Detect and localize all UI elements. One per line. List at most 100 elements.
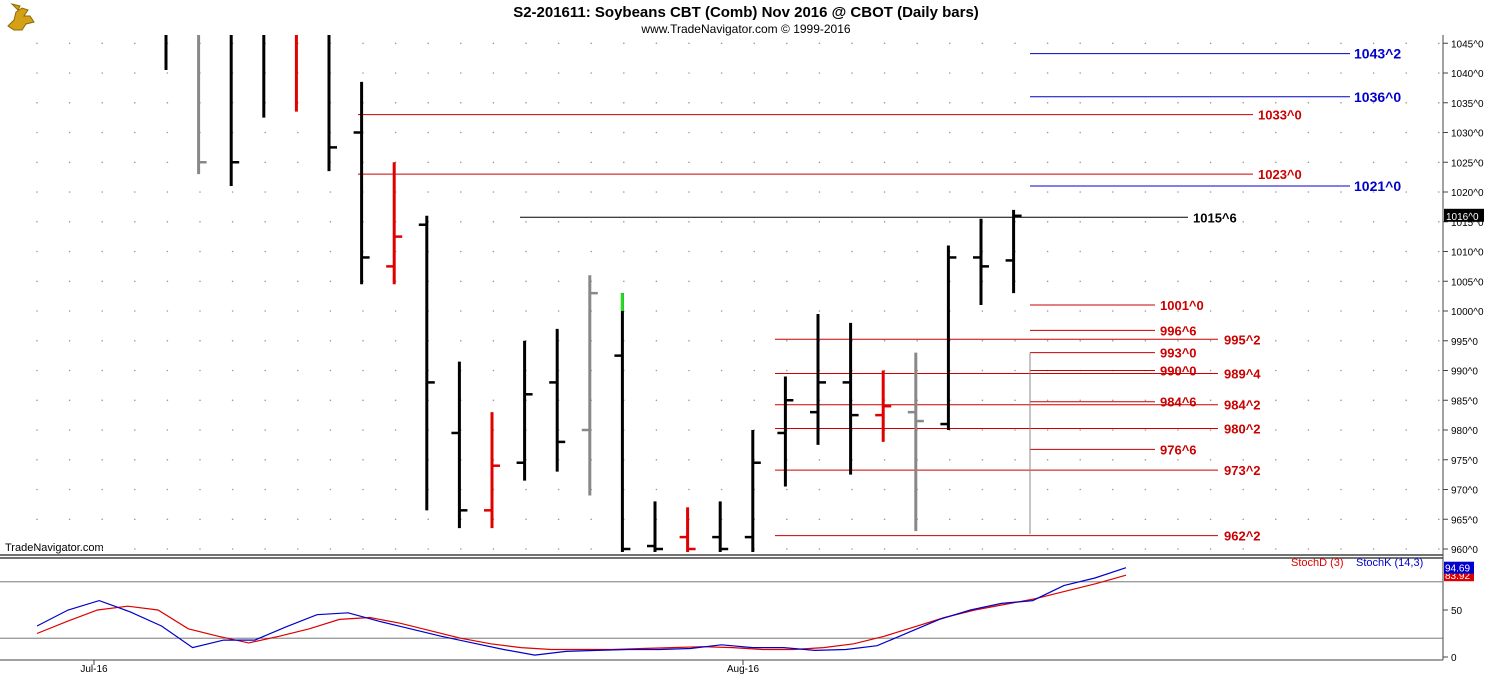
grid-dot <box>36 42 38 45</box>
grid-dot <box>68 429 71 431</box>
grid-dot <box>68 518 71 521</box>
grid-dot <box>1046 280 1049 283</box>
grid-dot <box>1242 250 1244 253</box>
grid-dot <box>1079 221 1081 223</box>
grid-dot <box>1112 280 1114 283</box>
grid-dot <box>1275 310 1277 312</box>
grid-dot <box>101 369 103 372</box>
grid-dot <box>525 518 527 521</box>
grid-dot <box>1177 399 1179 402</box>
grid-dot <box>1438 102 1440 104</box>
grid-dot <box>231 310 234 312</box>
pegasus-logo-icon <box>7 3 35 31</box>
grid-dot <box>1014 369 1016 372</box>
grid-dot <box>720 488 723 491</box>
grid-dot <box>1405 102 1407 104</box>
grid-dot <box>1046 340 1049 342</box>
grid-dot <box>1046 42 1049 45</box>
grid-dot <box>786 280 788 283</box>
grid-dot <box>590 221 592 223</box>
grid-dot <box>329 429 332 431</box>
grid-dot <box>1144 42 1147 45</box>
grid-dot <box>1014 42 1016 45</box>
grid-dot <box>1112 340 1114 342</box>
grid-dot <box>1209 310 1212 312</box>
grid-dot <box>1372 459 1375 461</box>
stoch-series-line <box>36 567 1127 656</box>
grid-dot <box>1438 161 1440 164</box>
grid-dot <box>134 42 136 45</box>
grid-dot <box>492 250 495 253</box>
grid-dot <box>199 548 201 550</box>
price-level-label: 976^6 <box>1160 442 1197 457</box>
grid-dot <box>525 488 527 491</box>
grid-dot <box>166 280 169 283</box>
grid-dot <box>329 310 332 312</box>
grid-dot <box>1177 488 1179 491</box>
grid-dot <box>753 399 755 402</box>
grid-dot <box>134 102 136 104</box>
grid-dot <box>1340 280 1342 283</box>
grid-dot <box>1144 488 1147 491</box>
grid-dot <box>753 369 755 372</box>
grid-dot <box>1405 131 1407 134</box>
grid-dot <box>1242 488 1244 491</box>
grid-dot <box>1144 161 1147 164</box>
grid-dot <box>394 310 397 312</box>
grid-dot <box>1405 518 1407 521</box>
grid-dot <box>688 221 690 223</box>
grid-dot <box>949 161 951 164</box>
grid-dot <box>101 310 103 312</box>
grid-dot <box>1014 131 1016 134</box>
grid-dot <box>1209 548 1212 550</box>
grid-dot <box>1177 548 1179 550</box>
grid-dot <box>1046 191 1049 193</box>
grid-dot <box>134 310 136 312</box>
grid-dot <box>101 250 103 253</box>
grid-dot <box>297 459 299 461</box>
grid-dot <box>264 340 267 342</box>
grid-dot <box>720 42 723 45</box>
grid-dot <box>916 310 918 312</box>
grid-dot <box>1307 250 1310 253</box>
grid-dot <box>1112 310 1114 312</box>
grid-dot <box>1438 488 1440 491</box>
grid-dot <box>655 131 658 134</box>
grid-dot <box>557 548 560 550</box>
grid-dot <box>786 42 788 45</box>
grid-dot <box>394 488 397 491</box>
grid-dot <box>1275 191 1277 193</box>
grid-dot <box>1079 399 1081 402</box>
grid-dot <box>36 399 38 402</box>
price-axis: 960^0 965^0 970^0 975^0 980^0 985^0 990^0 995^0… <box>1443 39 1484 556</box>
price-axis-label: 1000^0 <box>1451 307 1484 318</box>
grid-dot <box>981 399 984 402</box>
grid-dot <box>68 42 71 45</box>
grid-dot <box>1307 310 1310 312</box>
grid-dot <box>1340 72 1342 74</box>
grid-dot <box>655 280 658 283</box>
grid-dot <box>492 161 495 164</box>
grid-dot <box>753 340 755 342</box>
grid-dot <box>166 548 169 550</box>
grid-dot <box>166 340 169 342</box>
grid-dot <box>362 459 364 461</box>
grid-dot <box>1144 459 1147 461</box>
grid-dot <box>557 488 560 491</box>
grid-dot <box>1340 548 1342 550</box>
grid-dot <box>786 131 788 134</box>
grid-dot <box>1046 72 1049 74</box>
grid-dot <box>1014 72 1016 74</box>
grid-dot <box>720 161 723 164</box>
grid-dot <box>36 161 38 164</box>
grid-dot <box>1112 131 1114 134</box>
grid-dot <box>1307 191 1310 193</box>
grid-dot <box>1438 191 1440 193</box>
grid-dot <box>557 102 560 104</box>
grid-dot <box>1242 429 1244 431</box>
grid-dot <box>1079 459 1081 461</box>
grid-dot <box>851 280 853 283</box>
grid-dot <box>297 161 299 164</box>
grid-dot <box>329 250 332 253</box>
grid-dot <box>623 161 625 164</box>
